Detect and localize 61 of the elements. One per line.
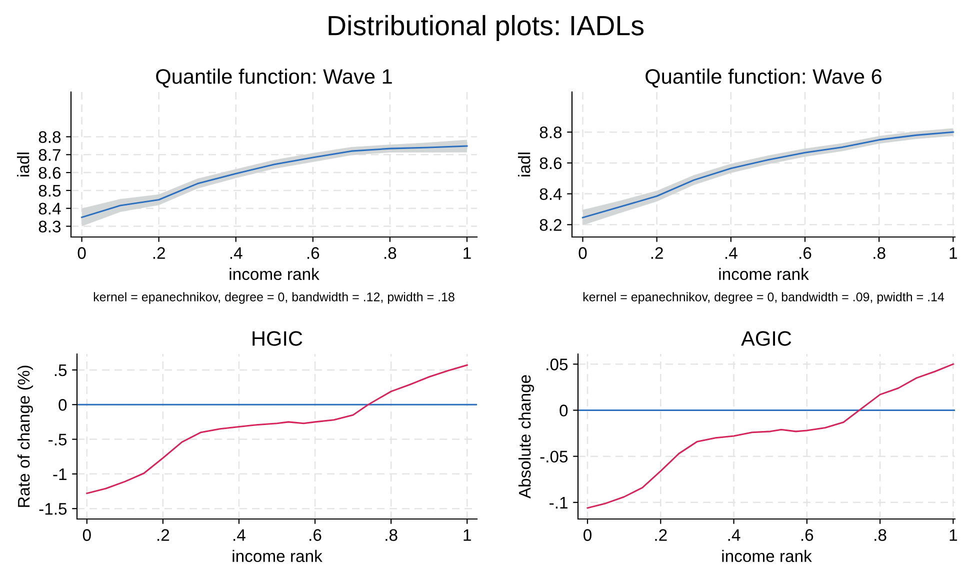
x-tick-label: .2 <box>655 529 667 541</box>
y-tick-label: 0 <box>560 404 568 416</box>
chart-title: Quantile function: Wave 6 <box>646 68 882 88</box>
y-tick-label: 0 <box>58 399 67 411</box>
chart-title: AGIC <box>741 331 792 346</box>
x-axis-title: income rank <box>230 268 320 280</box>
y-tick-label: 8.5 <box>38 184 61 197</box>
x-tick-label: .4 <box>728 529 740 541</box>
line-series <box>586 363 954 509</box>
line-series <box>86 364 468 494</box>
y-tick-label: 8.8 <box>540 126 562 138</box>
x-tick-label: .8 <box>384 247 396 259</box>
y-tick-label: .05 <box>546 358 568 370</box>
x-tick-label: .4 <box>234 529 246 541</box>
y-tick-label: 8.6 <box>38 166 61 179</box>
x-tick-label: 1 <box>950 529 957 541</box>
x-tick-label: 0 <box>82 529 91 541</box>
x-tick-label: .6 <box>800 247 812 259</box>
y-axis-title: iadl <box>17 152 30 176</box>
y-tick-label: 8.2 <box>540 219 562 231</box>
x-tick-label: .6 <box>801 529 814 541</box>
x-tick-label: 0 <box>584 529 592 541</box>
y-tick-label: -.5 <box>48 434 67 446</box>
x-axis-title: income rank <box>232 550 322 562</box>
x-tick-label: .4 <box>725 247 738 259</box>
x-tick-label: 1 <box>950 247 957 259</box>
x-tick-label: 0 <box>78 247 86 259</box>
y-tick-label: 8.8 <box>38 131 61 143</box>
line-series <box>81 145 468 218</box>
text: kernel = epanechnikov, degree = 0, bandwidth = .12, pwidth = .18 <box>94 292 454 304</box>
y-tick-label: 8.7 <box>38 149 60 161</box>
y-axis-title: Rate of change (%) <box>17 366 34 507</box>
chart-title: Quantile function: Wave 1 <box>156 68 392 88</box>
y-tick-label: 8.6 <box>540 157 562 170</box>
x-tick-label: .8 <box>874 247 886 259</box>
x-tick-label: .8 <box>874 529 886 541</box>
x-tick-label: .2 <box>158 529 170 541</box>
y-axis-title: Absolute change <box>518 375 534 499</box>
y-tick-label: .5 <box>54 364 67 376</box>
x-tick-label: 1 <box>464 247 471 259</box>
x-tick-label: .8 <box>386 529 398 541</box>
x-tick-label: 1 <box>464 529 471 541</box>
y-tick-label: 8.3 <box>38 220 61 232</box>
y-tick-label: -1 <box>53 468 66 480</box>
x-axis-title: income rank <box>722 550 812 562</box>
x-tick-label: .6 <box>307 247 320 259</box>
y-tick-label: -.05 <box>540 450 568 463</box>
x-tick-label: .4 <box>230 247 242 259</box>
x-axis-title: income rank <box>719 268 809 280</box>
y-tick-label: -1.5 <box>39 503 67 515</box>
y-tick-label: 8.4 <box>38 202 61 215</box>
x-tick-label: .6 <box>310 529 322 541</box>
y-tick-label: 8.4 <box>540 188 562 200</box>
text: kernel = epanechnikov, degree = 0, bandwidth = .09, pwidth = .14 <box>583 292 944 304</box>
x-tick-label: .2 <box>651 247 663 259</box>
y-tick-label: -.1 <box>550 496 568 508</box>
y-axis-title: iadl <box>518 152 530 176</box>
x-tick-label: .2 <box>153 247 165 259</box>
text: Distributional plots: IADLs <box>328 15 644 41</box>
x-tick-label: 0 <box>578 247 587 259</box>
chart-title: HGIC <box>252 331 302 346</box>
